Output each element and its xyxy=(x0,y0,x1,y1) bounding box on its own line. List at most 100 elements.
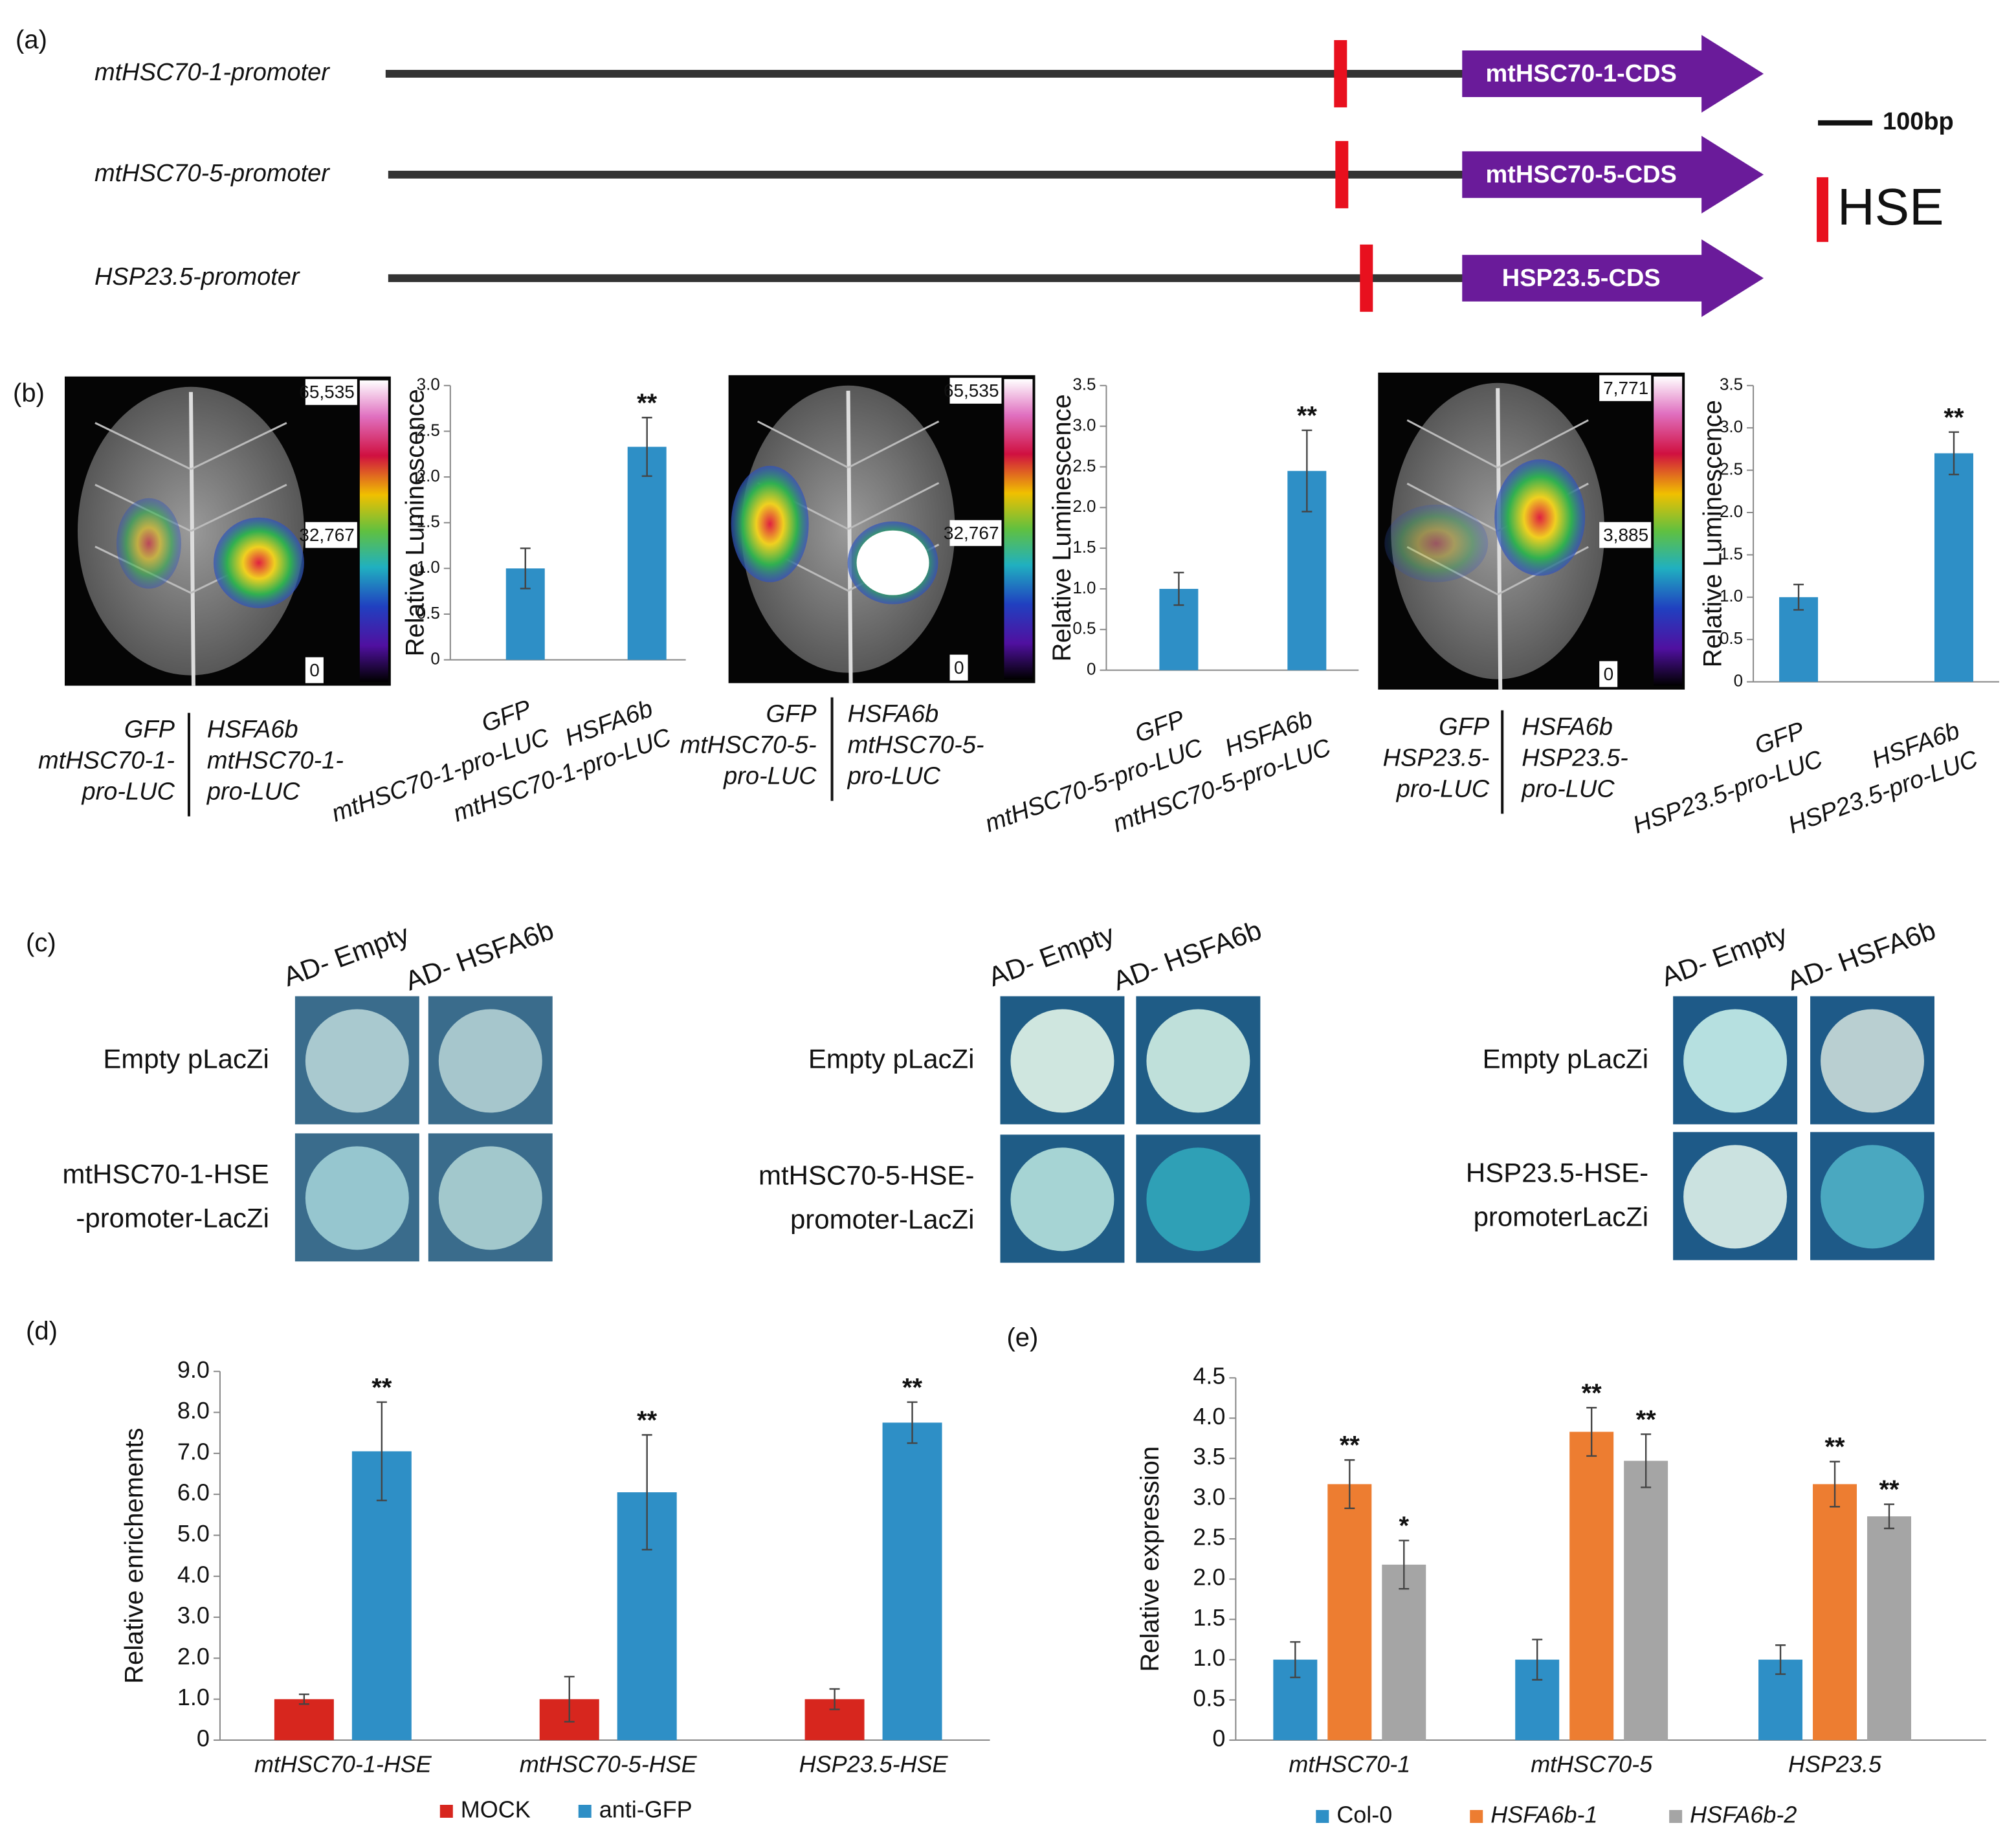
column-header: AD- HSFA6b xyxy=(401,914,558,996)
y-tick-label: 3.0 xyxy=(177,1602,210,1629)
bar xyxy=(882,1422,942,1741)
leaf-vein xyxy=(1406,419,1498,469)
error-bar xyxy=(1586,1407,1597,1457)
row-label: Empty pLacZi xyxy=(808,1044,975,1074)
yeast-spot xyxy=(1010,1147,1114,1252)
row-label: Empty pLacZi xyxy=(1483,1044,1649,1074)
significance-mark: ** xyxy=(637,1406,658,1435)
legend-swatch xyxy=(439,1805,453,1818)
error-bar xyxy=(1344,1459,1355,1509)
y-axis-title: Relative expression xyxy=(1136,1446,1164,1672)
colorbar-label-box xyxy=(949,377,1002,404)
significance-mark: ** xyxy=(902,1373,923,1402)
cds-label: mtHSC70-5-CDS xyxy=(1485,161,1676,188)
colorbar-label-box xyxy=(1599,661,1618,687)
caption-left: HSP23.5- xyxy=(1383,745,1490,772)
legend-label: HSFA6b-2 xyxy=(1690,1802,1797,1828)
hse-mark xyxy=(1335,140,1349,208)
x-tick-label: mtHSC70-5-pro-LUC xyxy=(1109,734,1335,838)
error-bar xyxy=(376,1401,387,1501)
caption-right: HSFA6b xyxy=(848,701,939,728)
colorbar xyxy=(359,380,388,682)
y-tick-label: 2.5 xyxy=(1072,456,1096,475)
cds-label: HSP23.5-CDS xyxy=(1502,265,1661,292)
cds-arrow xyxy=(1462,135,1764,214)
y-tick-label: 0 xyxy=(1212,1725,1225,1752)
legend-label: MOCK xyxy=(461,1796,531,1823)
colorbar-label: 7,771 xyxy=(1603,378,1648,398)
y-tick-label: 5.0 xyxy=(177,1520,210,1547)
significance-mark: ** xyxy=(1944,403,1964,432)
colorbar-label-box xyxy=(949,654,968,681)
yeast-spot xyxy=(438,1009,542,1113)
hse-mark xyxy=(1360,244,1373,312)
x-tick-label: mtHSC70-1 xyxy=(1289,1751,1410,1778)
significance-mark: ** xyxy=(371,1373,392,1402)
significance-mark: ** xyxy=(1340,1431,1360,1460)
error-bar xyxy=(1302,429,1313,513)
leaf-vein xyxy=(94,422,192,470)
y-tick-label: 3.5 xyxy=(1193,1443,1225,1470)
hse-legend-mark xyxy=(1817,177,1829,242)
yeast-spot xyxy=(1146,1147,1250,1252)
leaf-vein xyxy=(1497,419,1589,469)
legend-label: HSFA6b-1 xyxy=(1490,1802,1597,1828)
panel-label: (d) xyxy=(26,1317,58,1345)
y-tick-label: 2.5 xyxy=(417,420,440,439)
legend-swatch xyxy=(1470,1810,1483,1824)
panel-label: (c) xyxy=(26,929,56,957)
error-bar xyxy=(641,417,652,477)
caption-left: pro-LUC xyxy=(723,763,817,790)
row-label: -promoter-LacZi xyxy=(76,1202,269,1233)
promoter-label: mtHSC70-1-promoter xyxy=(94,59,330,86)
panel-label: (b) xyxy=(13,379,45,407)
y-tick-label: 3.0 xyxy=(1720,417,1743,436)
colorbar xyxy=(1654,376,1683,686)
bar xyxy=(627,447,667,660)
y-tick-label: 3.5 xyxy=(1072,375,1096,394)
caption-left: pro-LUC xyxy=(81,778,175,806)
x-tick-label: HSP23.5 xyxy=(1788,1751,1882,1778)
yeast-spot xyxy=(1146,1009,1250,1113)
x-tick-label: mtHSC70-1-pro-LUC xyxy=(450,723,675,828)
error-bar xyxy=(298,1693,309,1705)
panel-label: (a) xyxy=(16,26,47,54)
error-bar xyxy=(1884,1503,1895,1530)
x-tick-label: mtHSC70-5-HSE xyxy=(520,1751,698,1778)
yeast-spot xyxy=(438,1146,542,1250)
colorbar-label: 32,767 xyxy=(944,523,999,543)
leaf-vein xyxy=(757,420,849,469)
colorbar-label-box xyxy=(305,657,324,683)
error-bar xyxy=(1173,571,1184,606)
caption-left: pro-LUC xyxy=(1396,776,1490,803)
row-label: promoter-LacZi xyxy=(790,1204,975,1234)
colorbar-label-box xyxy=(305,379,357,405)
y-tick-label: 2.0 xyxy=(1193,1564,1225,1591)
colorbar-label-box xyxy=(1599,375,1652,401)
y-tick-label: 1.0 xyxy=(177,1684,210,1710)
y-tick-label: 4.0 xyxy=(177,1561,210,1587)
y-tick-label: 1.0 xyxy=(417,557,440,577)
bar xyxy=(1327,1484,1372,1741)
row-label: HSP23.5-HSE- xyxy=(1466,1157,1648,1187)
hse-mark xyxy=(1334,39,1347,107)
caption-right: mtHSC70-5- xyxy=(848,732,984,759)
y-tick-label: 2.5 xyxy=(1720,459,1743,478)
yeast-spot xyxy=(1683,1145,1788,1249)
significance-mark: ** xyxy=(1824,1433,1845,1461)
y-tick-label: 0.5 xyxy=(1072,619,1096,638)
y-tick-label: 1.5 xyxy=(1720,544,1743,563)
yeast-spot xyxy=(1821,1009,1924,1113)
y-tick-label: 3.0 xyxy=(417,375,440,394)
error-bar xyxy=(907,1401,918,1444)
error-bar xyxy=(1793,583,1804,611)
y-tick-label: 0.5 xyxy=(417,603,440,623)
y-axis-title: Relative Luminescence xyxy=(1699,400,1727,667)
x-tick-label: HSP23.5-HSE xyxy=(799,1751,949,1778)
significance-mark: ** xyxy=(637,389,658,417)
promoter-label: mtHSC70-5-promoter xyxy=(94,160,330,187)
colorbar-label: 65,535 xyxy=(944,381,999,401)
y-axis-title: Relative Luminescence xyxy=(401,389,429,656)
caption-right: HSFA6b xyxy=(1522,714,1613,741)
